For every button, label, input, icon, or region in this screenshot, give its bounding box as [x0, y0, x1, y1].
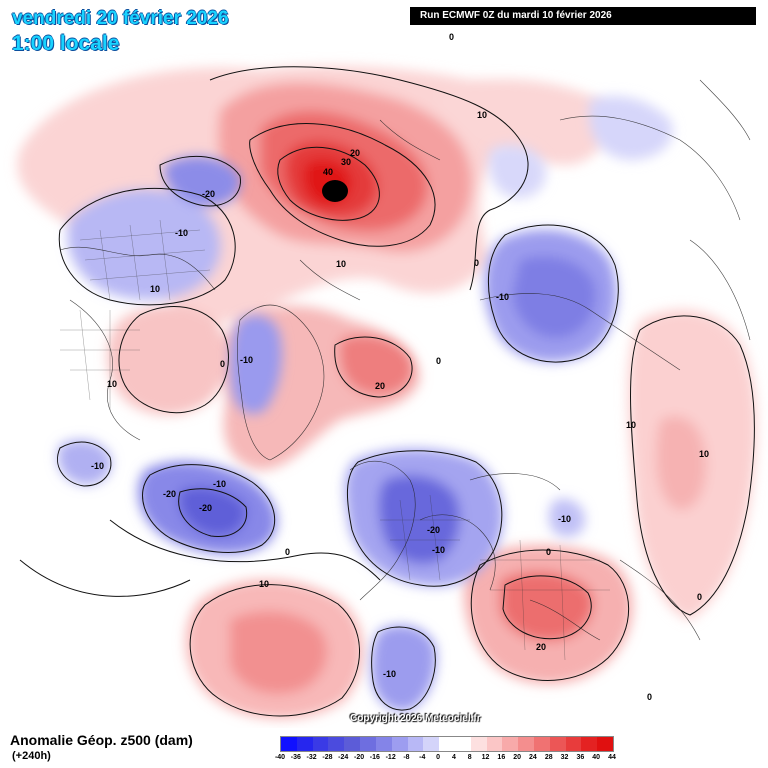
legend-label: 20 — [513, 754, 522, 761]
legend-swatch — [534, 737, 550, 751]
contour-label: 0 — [474, 258, 479, 268]
legend-label: -16 — [369, 754, 380, 761]
legend-label: -20 — [353, 754, 365, 761]
valid-time: 1:00 locale — [12, 32, 120, 55]
negative-anomaly-layer — [57, 96, 673, 711]
legend-swatch — [407, 737, 424, 751]
legend-label: 24 — [529, 754, 537, 761]
legend-label: 4 — [451, 754, 456, 761]
legend-label: -28 — [322, 754, 333, 761]
contour-label: 10 — [259, 579, 269, 589]
contour-label: -20 — [199, 503, 212, 513]
forecast-lead: (+240h) — [12, 750, 51, 762]
contour-label: 30 — [341, 157, 351, 167]
legend-label: -12 — [385, 754, 396, 761]
contour-label: 20 — [375, 381, 385, 391]
contour-label: -10 — [213, 479, 226, 489]
legend-label: 28 — [544, 754, 553, 761]
contour-label: 0 — [436, 356, 441, 366]
legend-swatch — [565, 737, 582, 751]
run-info: Run ECMWF 0Z du mardi 10 février 2026 — [410, 7, 756, 25]
legend-label: -24 — [338, 754, 349, 761]
contour-lines — [19, 66, 755, 717]
contour-label: 0 — [285, 547, 290, 557]
legend-swatch — [328, 737, 345, 751]
contour-label: 10 — [626, 420, 636, 430]
contour-label: 0 — [546, 547, 551, 557]
contour-label-group: 0 10 20 30 40 10 -20 -10 0 -10 10 0 -10 … — [91, 32, 709, 702]
contour-label: 10 — [107, 379, 117, 389]
contour-label: 20 — [536, 642, 546, 652]
legend-swatch — [423, 737, 440, 751]
legend-swatch — [375, 737, 392, 751]
coastlines — [59, 79, 751, 641]
contour-label: -10 — [91, 461, 104, 471]
legend-labels: -40 -36 -32 -28 -24 -20 -16 -12 -8 -4 0 4 8 12 16 20 24 2… — [275, 754, 616, 766]
contour-label: 0 — [220, 359, 225, 369]
contour-label: -10 — [240, 355, 253, 365]
legend-swatch — [502, 737, 519, 751]
legend-label: 32 — [560, 754, 569, 761]
legend-label: 16 — [497, 754, 506, 761]
legend-swatch — [344, 737, 361, 751]
positive-anomaly-layer — [17, 65, 757, 719]
contour-label: 0 — [697, 592, 702, 602]
contour-label: -20 — [202, 189, 215, 199]
legend-swatch — [581, 737, 598, 751]
legend-label: 12 — [481, 754, 490, 761]
legend-swatch — [312, 737, 329, 751]
footer-title: Anomalie Géop. z500 (dam) — [10, 732, 193, 748]
contour-label: 20 — [350, 148, 360, 158]
contour-label: 10 — [150, 284, 160, 294]
legend-swatch — [391, 737, 408, 751]
legend-label: -8 — [403, 754, 410, 761]
legend-label: -4 — [419, 754, 426, 761]
legend-label: 44 — [608, 754, 616, 761]
legend-label: 36 — [576, 754, 585, 761]
contour-label: 10 — [699, 449, 709, 459]
contour-label: -10 — [558, 514, 571, 524]
legend-swatch — [597, 737, 614, 751]
legend-swatch — [486, 737, 503, 751]
legend-swatch — [439, 737, 455, 751]
max-anomaly-core — [322, 180, 348, 202]
legend-swatch — [360, 737, 376, 751]
legend-swatch — [518, 737, 534, 751]
contour-label: 0 — [647, 692, 652, 702]
legend-swatch — [470, 737, 487, 751]
legend-swatch — [281, 737, 297, 751]
contour-label: -20 — [163, 489, 176, 499]
valid-date: vendredi 20 février 2026 — [12, 8, 229, 29]
legend-swatch — [549, 737, 566, 751]
legend-label: 8 — [467, 754, 472, 761]
contour-label: 0 — [449, 32, 454, 42]
copyright: Copyright 2026 Meteociel.fr — [350, 713, 481, 724]
contour-label: -10 — [432, 545, 445, 555]
contour-label: -20 — [427, 525, 440, 535]
contour-label: -10 — [496, 292, 509, 302]
contour-label: 40 — [323, 167, 333, 177]
legend-label: 40 — [592, 754, 601, 761]
color-legend — [280, 736, 614, 752]
contour-label: 10 — [336, 259, 346, 269]
contour-label: -10 — [383, 669, 396, 679]
legend-label: -36 — [290, 754, 301, 761]
legend-swatch — [296, 737, 313, 751]
contour-label: 10 — [477, 110, 487, 120]
legend-label: 0 — [436, 754, 441, 761]
legend-swatch — [454, 737, 471, 751]
contour-label: -10 — [175, 228, 188, 238]
legend-label: -32 — [306, 754, 317, 761]
legend-label: -40 — [274, 754, 286, 761]
borders — [60, 219, 610, 661]
